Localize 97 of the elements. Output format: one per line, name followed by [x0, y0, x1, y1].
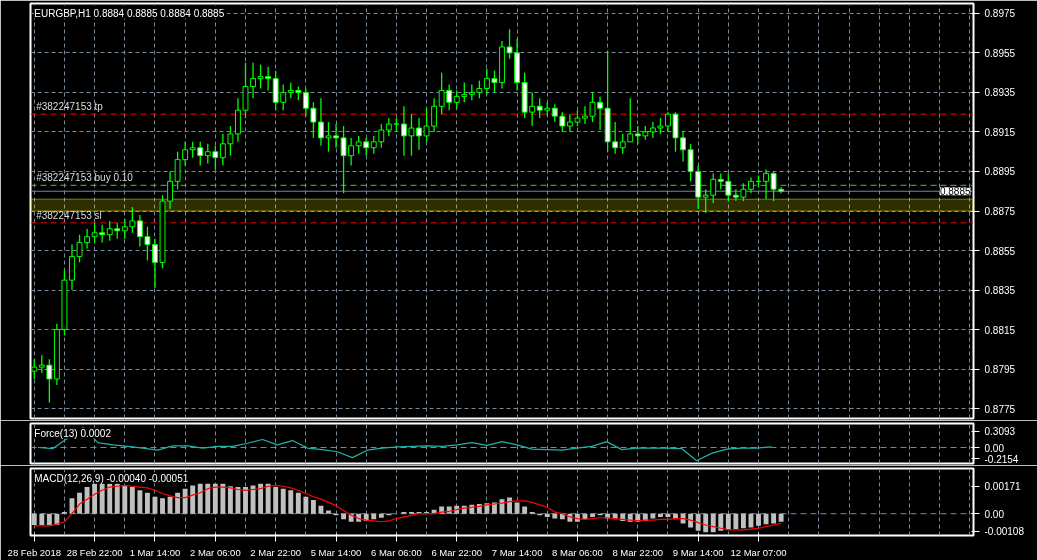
bar: [756, 513, 761, 526]
x-tick-label: 12 Mar 07:00: [730, 546, 787, 558]
bar: [318, 505, 324, 514]
y-tick-label: -0.00108: [984, 526, 1025, 538]
bar: [273, 487, 279, 514]
y-tick-label: 0.8915: [984, 126, 1016, 138]
bar: [590, 513, 595, 517]
ref-line-label: #382247153 tp: [36, 101, 104, 113]
bar: [552, 513, 558, 519]
x-tick-label: 6 Mar 22:00: [431, 546, 483, 558]
bar: [280, 488, 286, 514]
bar: [695, 513, 701, 531]
ref-line-label: #382247153 buy 0.10: [36, 172, 134, 184]
bar: [122, 485, 128, 514]
line-series: [37, 426, 773, 462]
y-tick-label: 0.00: [984, 508, 1005, 520]
bar: [718, 513, 724, 531]
y-tick-label: 0.00171: [984, 481, 1022, 493]
bar: [46, 513, 52, 526]
bar: [733, 513, 739, 530]
bar: [288, 490, 294, 514]
bar: [227, 486, 233, 514]
candlestick: [627, 97, 634, 143]
bar: [129, 487, 135, 514]
bar: [326, 510, 331, 514]
x-tick-label: 1 Mar 14:00: [129, 546, 181, 558]
y-tick-label: 0.00: [984, 442, 1005, 454]
bar: [77, 492, 82, 514]
y-tick-label: 0.8875: [984, 206, 1016, 217]
chart-title: EURGBP,H1 0.8884 0.8885 0.8884 0.8885: [34, 7, 225, 19]
bar: [310, 499, 316, 514]
bar: [197, 483, 203, 514]
bar: [182, 488, 188, 514]
y-tick-label: 0.8935: [984, 87, 1016, 99]
x-tick-label: 7 Mar 14:00: [491, 546, 543, 558]
bar: [160, 498, 165, 514]
bar: [31, 513, 37, 526]
x-tick-label: 2 Mar 22:00: [250, 546, 302, 558]
y-tick-label: 0.8895: [984, 166, 1016, 178]
bar: [657, 513, 663, 517]
bar: [39, 513, 45, 526]
bar: [514, 502, 520, 514]
chart-title: MACD(12,26,9) -0.00040 -0.00051: [34, 472, 189, 484]
x-tick-label: 9 Mar 14:00: [672, 546, 724, 558]
x-tick-label: 8 Mar 06:00: [552, 546, 603, 558]
bar: [378, 513, 384, 518]
bar: [303, 496, 309, 514]
bar: [258, 483, 264, 514]
bar: [190, 485, 196, 514]
y-tick-label: 0.8795: [984, 364, 1016, 376]
y-tick-label: 0.8775: [984, 403, 1016, 415]
bar: [175, 492, 181, 514]
y-tick-label: 0.8955: [984, 47, 1016, 59]
bar: [710, 513, 716, 533]
y-tick-label: -0.2154: [984, 453, 1019, 465]
x-tick-label: 6 Mar 06:00: [371, 546, 422, 558]
bar: [144, 492, 150, 514]
y-tick-label: 0.8855: [984, 245, 1016, 257]
candlestick: [649, 121, 656, 139]
x-tick-label: 8 Mar 22:00: [612, 546, 664, 558]
bar: [205, 483, 211, 514]
y-tick-label: 0.8835: [984, 285, 1016, 297]
candlestick: [566, 113, 573, 133]
bar: [220, 483, 226, 514]
x-tick-label: 2 Mar 06:00: [189, 546, 241, 558]
y-tick-label: 0.8815: [984, 324, 1016, 336]
bar: [740, 513, 746, 529]
bar: [107, 483, 113, 514]
bar: [243, 487, 248, 514]
bar: [167, 496, 173, 514]
bar: [650, 513, 656, 519]
ref-line-label: #382247153 sl: [36, 209, 102, 221]
bar: [114, 483, 120, 514]
bar: [265, 483, 271, 514]
chart-title: Force(13) 0.0002: [34, 427, 112, 439]
bar: [99, 483, 105, 514]
bar: [771, 513, 777, 524]
y-tick-label: 0.3093: [984, 426, 1016, 437]
bar: [703, 513, 709, 533]
line-series: [33, 484, 782, 531]
bar: [212, 483, 218, 514]
candlestick: [619, 133, 626, 155]
x-tick-label: 5 Mar 14:00: [310, 546, 362, 558]
bar: [522, 506, 528, 514]
bar: [544, 513, 550, 517]
y-tick-label: 0.8975: [984, 8, 1016, 20]
bar: [84, 487, 90, 514]
bar: [725, 513, 731, 530]
bar: [507, 497, 512, 514]
bar: [92, 483, 98, 514]
x-tick-label: 28 Feb 2018: [7, 546, 61, 558]
ref-line-label: 0.8885: [939, 186, 971, 198]
x-tick-label: 28 Feb 22:00: [66, 546, 123, 558]
bar: [778, 513, 784, 522]
bar: [137, 490, 143, 514]
bar: [295, 492, 301, 514]
candlestick: [136, 214, 143, 248]
